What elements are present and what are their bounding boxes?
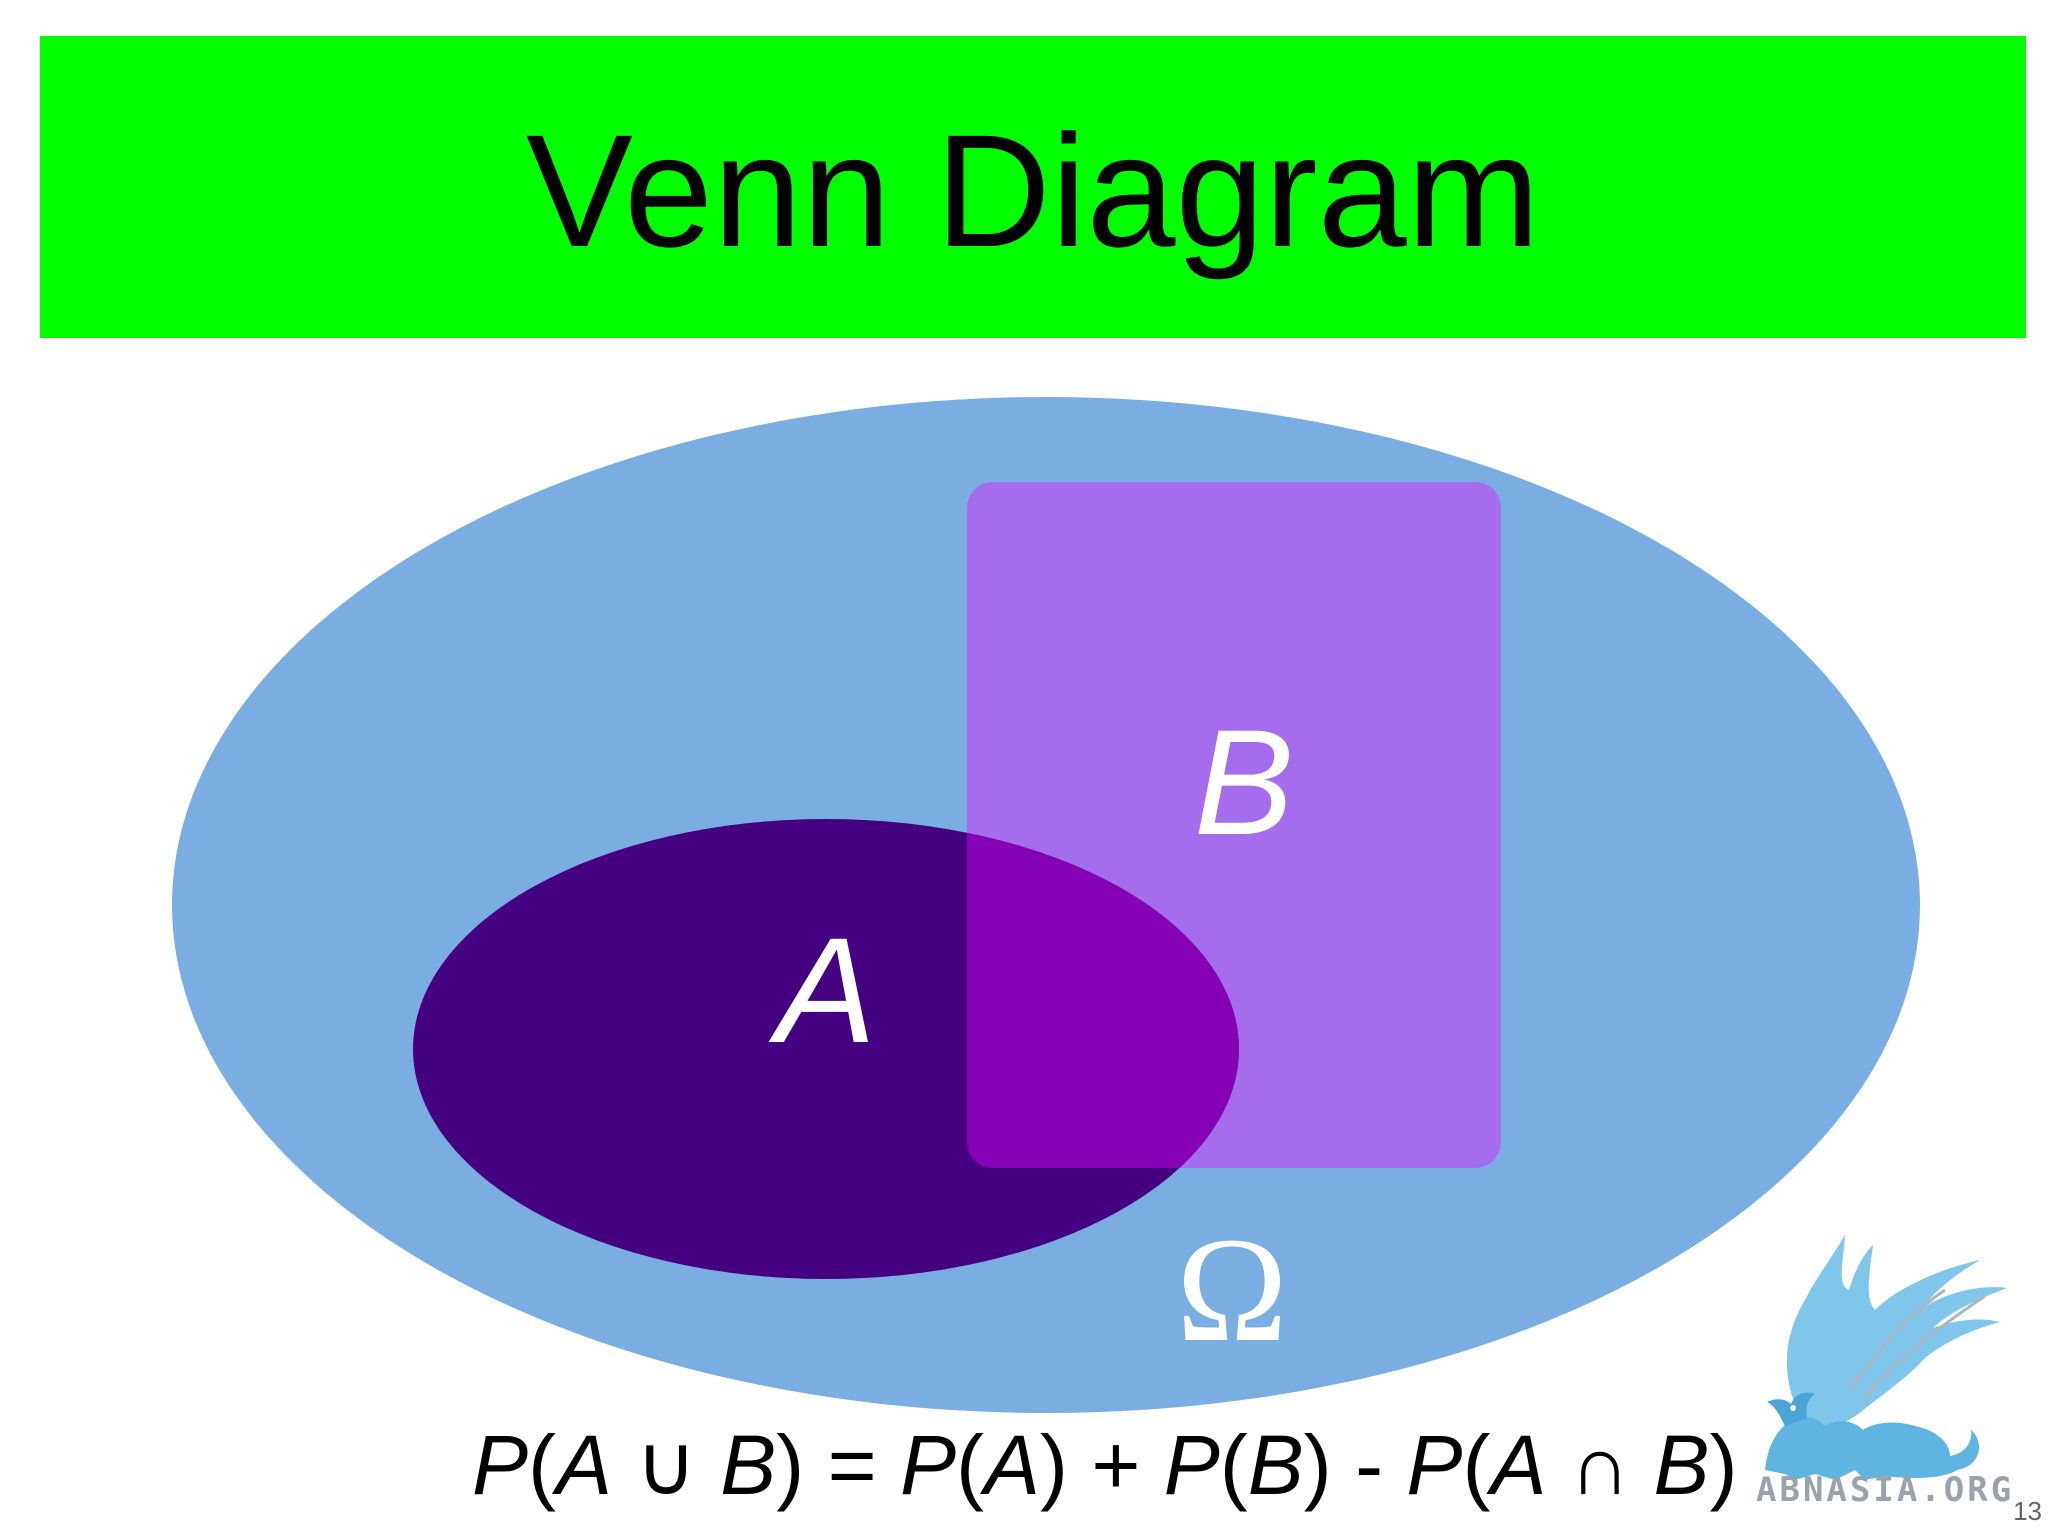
formula-pi-open: (	[1462, 1418, 1491, 1512]
slide-title: Venn Diagram	[526, 101, 1540, 280]
formula-lhs-a: A	[556, 1418, 613, 1512]
formula-pa-close: )	[1040, 1418, 1068, 1512]
formula-pi-b: B	[1653, 1418, 1710, 1512]
union-probability-formula: P(A ∪ B) = P(A) + P(B) - P(A ∩ B)	[472, 1418, 1738, 1512]
formula-intersection-symbol: ∩	[1546, 1418, 1654, 1512]
formula-lhs-p: P	[472, 1418, 529, 1512]
intersection-region	[967, 819, 1239, 1168]
title-bar: Venn Diagram	[40, 36, 2026, 338]
formula-lhs-b: B	[720, 1418, 777, 1512]
formula-pa-open: (	[956, 1418, 984, 1512]
griffin-logo-icon	[1765, 1235, 2007, 1480]
set-b-label: B	[1194, 698, 1294, 866]
formula-pb-p: P	[1163, 1418, 1220, 1512]
formula-union-symbol: ∪	[612, 1418, 721, 1512]
formula-pb-open: (	[1219, 1418, 1248, 1512]
formula-pi-close: )	[1709, 1418, 1738, 1512]
formula-pa-p: P	[899, 1418, 956, 1512]
formula-pb-b: B	[1247, 1418, 1304, 1512]
formula-pi-a: A	[1490, 1418, 1547, 1512]
universe-label: Ω	[1176, 1207, 1287, 1373]
formula-minus: -	[1331, 1418, 1407, 1512]
formula-plus: +	[1068, 1418, 1164, 1512]
set-a-label: A	[768, 906, 876, 1074]
logo-wordmark: ABNASIA.ORG	[1756, 1470, 2015, 1510]
formula-lhs-close: )	[776, 1418, 805, 1512]
formula-pi-p: P	[1406, 1418, 1463, 1512]
page-number: 13	[2013, 1496, 2042, 1526]
formula-pa-a: A	[983, 1418, 1041, 1512]
formula-pb-close: )	[1303, 1418, 1332, 1512]
formula-lhs-open: (	[528, 1418, 557, 1512]
formula-equals: =	[804, 1418, 900, 1512]
